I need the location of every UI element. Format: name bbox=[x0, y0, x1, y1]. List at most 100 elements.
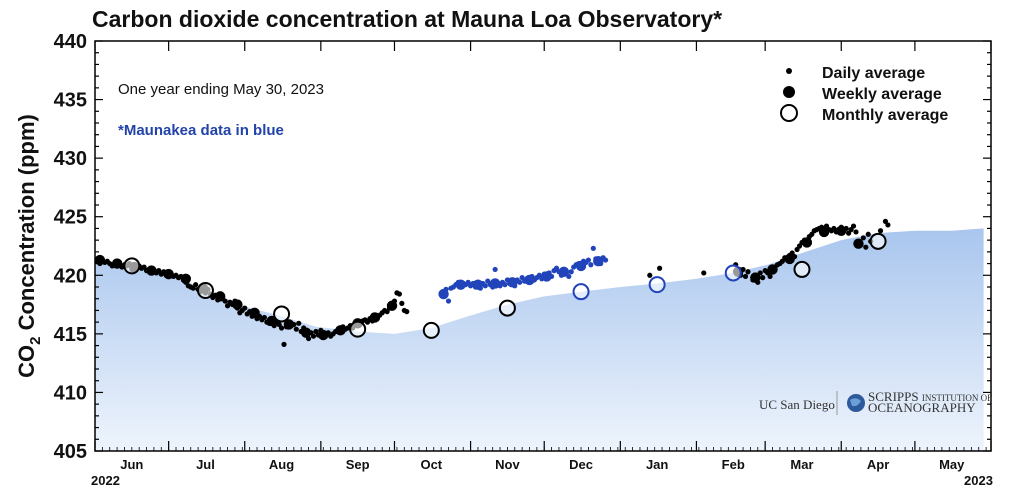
weekly-point-mlo bbox=[300, 327, 312, 338]
x-tick-label: Oct bbox=[420, 457, 442, 472]
daily-point-mlo bbox=[242, 305, 248, 311]
x-tick-label: Jul bbox=[196, 457, 215, 472]
daily-point-mlo bbox=[885, 222, 891, 228]
scripps-logo-line1: SCRIPPS INSTITUTION OF bbox=[868, 389, 992, 404]
daily-point-mlo bbox=[296, 320, 302, 326]
weekly-point-mlo bbox=[232, 299, 243, 310]
legend-weekly-label: Weekly average bbox=[822, 86, 942, 103]
chart-title: Carbon dioxide concentration at Mauna Lo… bbox=[92, 6, 722, 32]
daily-point-mko bbox=[502, 282, 508, 288]
monthly-point-mlo bbox=[869, 232, 887, 250]
weekly-point-mlo bbox=[386, 300, 398, 311]
weekly-point-mko bbox=[575, 260, 587, 272]
maunakea-annotation: *Maunakea data in blue bbox=[118, 122, 284, 139]
y-tick-label: 425 bbox=[54, 207, 87, 229]
period-annotation: One year ending May 30, 2023 bbox=[118, 81, 324, 98]
monthly-point-mko bbox=[724, 264, 742, 282]
seasonal-fill-area bbox=[95, 228, 984, 451]
weekly-point-mko bbox=[438, 288, 449, 300]
y-axis-label: CO2 Concentration (ppm) bbox=[14, 114, 44, 378]
monthly-point-mlo bbox=[422, 321, 440, 339]
x-tick-label: Apr bbox=[867, 457, 889, 472]
y-tick-label: 420 bbox=[54, 265, 87, 287]
x-tick-label: Aug bbox=[269, 457, 294, 472]
daily-point-mlo bbox=[657, 265, 663, 271]
weekly-point-mlo bbox=[180, 273, 192, 284]
daily-point-mlo bbox=[261, 314, 267, 321]
y-axis-label-subscript: 2 bbox=[27, 337, 44, 345]
weekly-point-mlo bbox=[95, 254, 106, 266]
daily-point-mlo bbox=[850, 223, 857, 229]
y-tick-label: 405 bbox=[54, 441, 87, 463]
x-tick-label: Jan bbox=[646, 457, 668, 472]
daily-point-mlo bbox=[863, 244, 869, 250]
monthly-point-mlo bbox=[196, 282, 214, 300]
legend-daily-marker bbox=[786, 68, 792, 74]
daily-point-mlo bbox=[399, 300, 405, 306]
year-start-label: 2022 bbox=[91, 473, 120, 488]
weekly-point-mlo bbox=[214, 291, 226, 302]
monthly-point-mlo bbox=[123, 257, 141, 275]
daily-point-mlo bbox=[193, 282, 199, 288]
weekly-point-mlo bbox=[369, 312, 381, 323]
daily-point-mlo bbox=[877, 228, 884, 234]
x-tick-labels: Jun Jul Aug Sep Oct Nov Dec Jan Feb Mar Apr May bbox=[120, 457, 965, 472]
legend-weekly-marker bbox=[783, 86, 795, 98]
y-tick-label: 440 bbox=[54, 31, 87, 53]
daily-point-mlo bbox=[767, 273, 773, 280]
daily-point-mlo bbox=[760, 275, 766, 281]
daily-point-mlo bbox=[647, 272, 653, 278]
y-tick-label: 415 bbox=[54, 324, 87, 346]
weekly-point-mlo bbox=[818, 226, 830, 238]
x-tick-label: Feb bbox=[722, 457, 745, 472]
weekly-point-mlo bbox=[750, 272, 761, 283]
year-end-label: 2023 bbox=[964, 473, 993, 488]
y-tick-label: 435 bbox=[54, 90, 87, 112]
plot-frame bbox=[94, 40, 992, 452]
monthly-point-mlo bbox=[349, 320, 367, 338]
legend-monthly-label: Monthly average bbox=[822, 107, 948, 124]
daily-point-mlo bbox=[396, 291, 402, 297]
daily-point-mko bbox=[517, 279, 523, 285]
weekly-point-mko bbox=[541, 271, 552, 282]
monthly-point-mlo bbox=[793, 260, 811, 278]
x-tick-label: Sep bbox=[346, 457, 370, 472]
weekly-point-mko bbox=[455, 279, 466, 290]
weekly-point-mko bbox=[524, 274, 535, 286]
weekly-point-mlo bbox=[249, 307, 260, 318]
weekly-point-mko bbox=[593, 256, 604, 267]
daily-point-mlo bbox=[742, 273, 749, 280]
weekly-point-mlo bbox=[283, 319, 295, 330]
weekly-point-mlo bbox=[784, 253, 795, 265]
logos: UC San Diego SCRIPPS INSTITUTION OF OCEA… bbox=[759, 389, 992, 415]
daily-point-mlo bbox=[404, 309, 410, 315]
daily-point-mko bbox=[568, 269, 574, 275]
weekly-point-mlo bbox=[853, 238, 864, 249]
daily-point-mko bbox=[588, 262, 594, 268]
daily-point-mko bbox=[492, 266, 498, 273]
weekly-point-mko bbox=[472, 279, 484, 290]
weekly-point-mlo bbox=[836, 225, 847, 236]
data-points bbox=[95, 218, 891, 347]
weekly-point-mlo bbox=[146, 265, 157, 276]
seasonal-fill-path bbox=[95, 228, 984, 451]
daily-point-mko bbox=[445, 298, 452, 304]
x-tick-label: Dec bbox=[569, 457, 593, 472]
weekly-point-mlo bbox=[163, 268, 174, 280]
y-tick-label: 430 bbox=[54, 148, 87, 170]
weekly-point-mlo bbox=[801, 237, 813, 248]
daily-point-mlo bbox=[860, 235, 866, 241]
daily-point-mlo bbox=[745, 269, 751, 275]
legend: Daily average Weekly average Monthly ave… bbox=[780, 65, 948, 124]
x-tick-label: May bbox=[939, 457, 965, 472]
weekly-point-mlo bbox=[767, 264, 778, 275]
monthly-point-mko bbox=[648, 276, 666, 294]
daily-point-mlo bbox=[853, 229, 859, 235]
daily-point-mko bbox=[590, 245, 596, 251]
x-tick-label: Mar bbox=[790, 457, 813, 472]
monthly-point-mlo bbox=[498, 299, 516, 317]
monthly-point-mko bbox=[572, 283, 590, 301]
daily-point-mlo bbox=[281, 341, 287, 347]
monthly-point-mlo bbox=[273, 305, 291, 323]
